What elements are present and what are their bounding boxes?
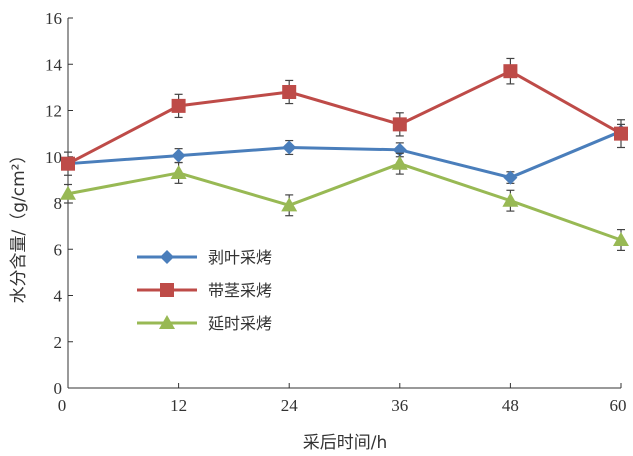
legend-label: 剥叶采烤	[208, 248, 272, 267]
data-point	[282, 140, 297, 155]
data-point	[282, 85, 297, 99]
y-tick-label: 4	[54, 287, 63, 306]
series-triangle	[60, 152, 629, 252]
y-tick-label: 14	[45, 55, 63, 74]
series-line	[67, 162, 622, 242]
y-tick-label: 10	[45, 148, 62, 167]
x-tick-label: 24	[281, 396, 299, 415]
legend-item: 剥叶采烤	[137, 248, 272, 267]
data-point	[613, 232, 629, 246]
legend-label: 延时采烤	[208, 314, 272, 333]
data-point	[503, 170, 518, 185]
legend-label: 带茎采烤	[208, 281, 272, 300]
series-diamond	[61, 123, 628, 185]
data-point	[281, 197, 298, 212]
series-group	[60, 57, 629, 252]
data-point	[170, 164, 187, 179]
y-tick-label: 8	[54, 194, 63, 213]
x-tick-label: 12	[170, 396, 187, 415]
y-tick-label: 12	[45, 102, 62, 121]
y-tick-label: 16	[45, 9, 62, 28]
data-point	[614, 126, 628, 141]
series-square	[61, 57, 628, 176]
data-point	[502, 192, 519, 207]
x-tick-label: 60	[610, 396, 627, 415]
data-point	[503, 64, 518, 79]
data-point	[60, 185, 76, 200]
data-point	[391, 155, 408, 170]
y-axis-label: 水分含量/（g/cm²）	[9, 147, 29, 304]
data-point	[392, 117, 407, 132]
x-tick-label: 48	[502, 396, 519, 415]
y-tick-label: 0	[54, 379, 63, 398]
series-line	[67, 69, 622, 166]
x-axis-label: 采后时间/h	[303, 433, 388, 453]
legend-marker	[159, 315, 175, 329]
legend-marker	[160, 283, 174, 297]
data-point	[171, 98, 186, 113]
legend-item: 延时采烤	[137, 314, 272, 333]
y-tick-label: 2	[54, 333, 63, 352]
data-point	[61, 156, 75, 171]
data-point	[171, 148, 186, 163]
legend-item: 带茎采烤	[137, 281, 272, 300]
x-tick-label: 0	[58, 396, 67, 415]
series-line	[67, 129, 622, 180]
y-tick-label: 6	[54, 240, 63, 259]
x-tick-label: 36	[391, 396, 408, 415]
legend-marker	[160, 250, 174, 264]
